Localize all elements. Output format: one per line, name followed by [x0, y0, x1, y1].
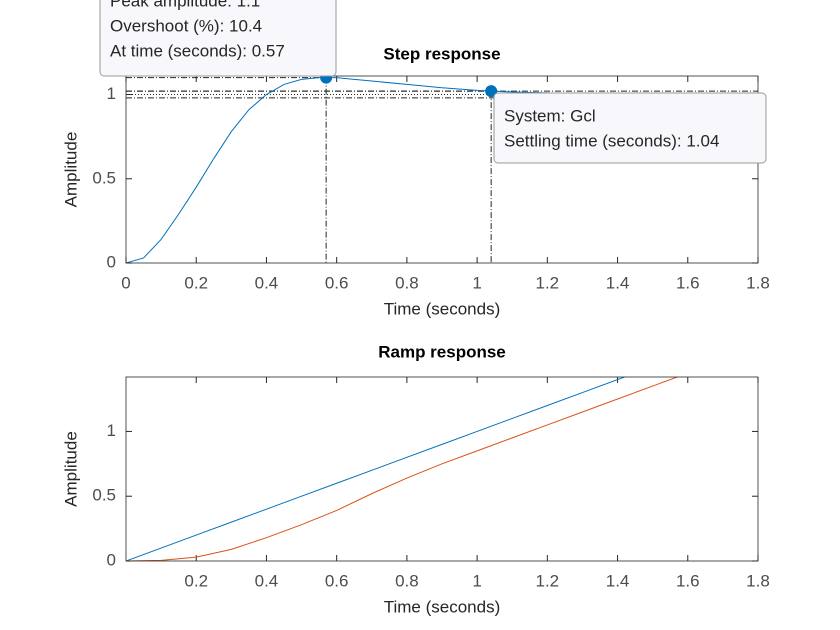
y-tick-label: 0.5 — [92, 168, 116, 187]
chart-title: Ramp response — [378, 342, 506, 361]
y-tick-label: 0 — [107, 252, 116, 271]
datatip-box — [99, 0, 337, 77]
datatip-text: Peak amplitude: 1.1 — [110, 0, 260, 10]
x-tick-label: 0 — [121, 273, 130, 292]
x-tick-label: 0.4 — [255, 571, 279, 590]
x-axis-label: Time (seconds) — [384, 299, 501, 318]
x-tick-label: 0.6 — [325, 571, 349, 590]
plot-area — [126, 377, 679, 561]
y-tick-label: 1 — [107, 84, 116, 103]
x-tick-label: 1.6 — [676, 571, 700, 590]
x-tick-label: 1.4 — [606, 273, 630, 292]
datatip-marker — [485, 85, 498, 98]
y-axis-label: Amplitude — [61, 132, 80, 208]
y-axis-label: Amplitude — [61, 431, 80, 507]
datatip-text: At time (seconds): 0.57 — [110, 41, 285, 60]
x-tick-label: 1 — [472, 273, 481, 292]
series-line — [126, 377, 627, 561]
x-tick-label: 1.4 — [606, 571, 630, 590]
x-tick-label: 0.8 — [395, 571, 419, 590]
x-tick-label: 0.2 — [184, 571, 208, 590]
datatip-text: Settling time (seconds): 1.04 — [504, 131, 719, 150]
datatip-box — [493, 92, 767, 164]
datatip-text: System: Gcl — [504, 106, 596, 125]
series-line — [126, 377, 679, 561]
x-tick-label: 0.8 — [395, 273, 419, 292]
x-tick-label: 1 — [472, 571, 481, 590]
x-tick-label: 0.4 — [255, 273, 279, 292]
x-tick-label: 1.8 — [746, 571, 770, 590]
x-tick-label: 1.8 — [746, 273, 770, 292]
axes-box — [125, 75, 759, 264]
chart-title: Step response — [383, 44, 500, 63]
x-tick-label: 0.2 — [184, 273, 208, 292]
x-tick-label: 1.2 — [536, 571, 560, 590]
y-tick-label: 0.5 — [92, 486, 116, 505]
axes-box — [125, 376, 759, 562]
x-tick-label: 1.2 — [536, 273, 560, 292]
x-axis-label: Time (seconds) — [384, 597, 501, 616]
y-tick-label: 1 — [107, 421, 116, 440]
x-tick-label: 1.6 — [676, 273, 700, 292]
y-tick-label: 0 — [107, 550, 116, 569]
datatip-text: Overshoot (%): 10.4 — [110, 16, 262, 35]
plot-area — [126, 77, 758, 263]
x-tick-label: 0.6 — [325, 273, 349, 292]
